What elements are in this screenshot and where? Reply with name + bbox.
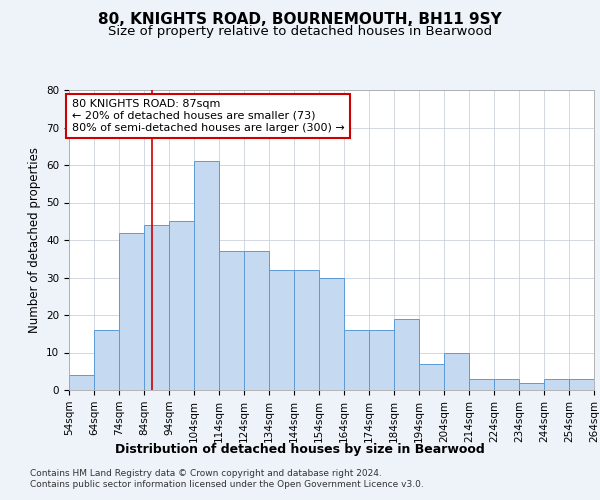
Bar: [369, 330, 394, 390]
Bar: [444, 352, 469, 390]
Bar: [69, 375, 94, 390]
Bar: [494, 379, 519, 390]
Bar: [94, 330, 119, 390]
Bar: [394, 319, 419, 390]
Bar: [469, 379, 494, 390]
Bar: [569, 379, 594, 390]
Text: 80 KNIGHTS ROAD: 87sqm
← 20% of detached houses are smaller (73)
80% of semi-det: 80 KNIGHTS ROAD: 87sqm ← 20% of detached…: [71, 100, 344, 132]
Text: 80, KNIGHTS ROAD, BOURNEMOUTH, BH11 9SY: 80, KNIGHTS ROAD, BOURNEMOUTH, BH11 9SY: [98, 12, 502, 28]
Bar: [544, 379, 569, 390]
Bar: [319, 278, 344, 390]
Bar: [119, 232, 144, 390]
Bar: [419, 364, 444, 390]
Bar: [144, 225, 169, 390]
Bar: [519, 382, 544, 390]
Bar: [244, 251, 269, 390]
Text: Distribution of detached houses by size in Bearwood: Distribution of detached houses by size …: [115, 442, 485, 456]
Text: Contains public sector information licensed under the Open Government Licence v3: Contains public sector information licen…: [30, 480, 424, 489]
Bar: [294, 270, 319, 390]
Y-axis label: Number of detached properties: Number of detached properties: [28, 147, 41, 333]
Text: Contains HM Land Registry data © Crown copyright and database right 2024.: Contains HM Land Registry data © Crown c…: [30, 469, 382, 478]
Bar: [269, 270, 294, 390]
Bar: [194, 161, 219, 390]
Bar: [169, 221, 194, 390]
Bar: [219, 251, 244, 390]
Text: Size of property relative to detached houses in Bearwood: Size of property relative to detached ho…: [108, 25, 492, 38]
Bar: [344, 330, 369, 390]
